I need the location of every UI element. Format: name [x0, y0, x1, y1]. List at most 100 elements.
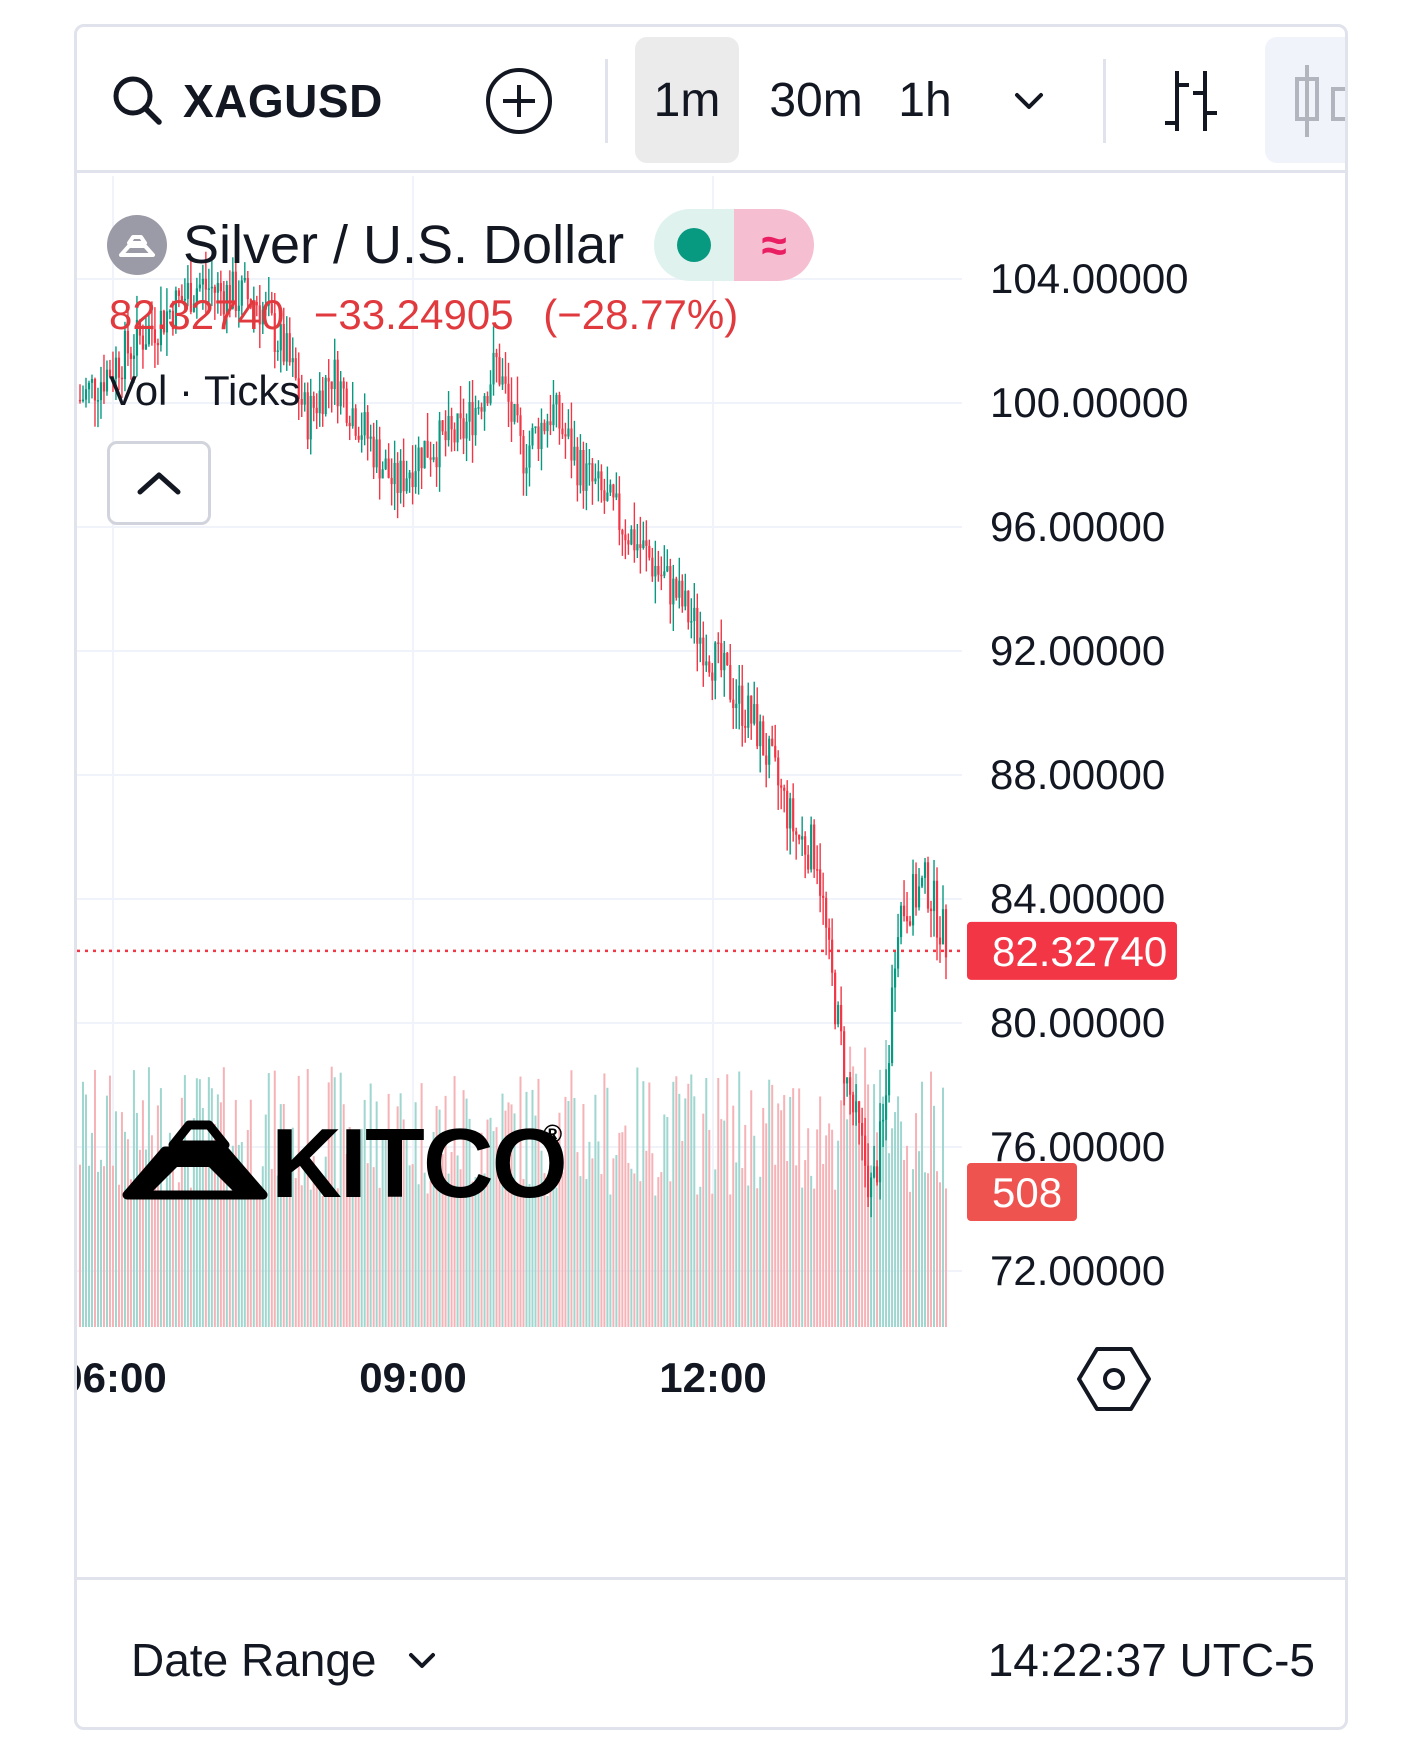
volume-bar	[456, 1155, 459, 1327]
candle-body	[159, 310, 163, 346]
candle-body	[105, 369, 109, 392]
volume-bar	[174, 1196, 177, 1327]
volume-bar	[723, 1120, 726, 1327]
candle-body	[654, 565, 657, 577]
volume-bar	[702, 1113, 705, 1327]
candle-body	[90, 378, 94, 383]
date-range-button[interactable]: Date Range	[131, 1620, 439, 1700]
price-axis-label: 104.00000	[990, 255, 1189, 302]
volume-bar	[264, 1114, 267, 1327]
bar-chart-icon[interactable]	[1153, 63, 1229, 139]
candle-body	[681, 580, 684, 607]
volume-bar	[210, 1088, 213, 1327]
volume-bar	[567, 1101, 570, 1327]
timeframe-30m[interactable]: 30m	[769, 73, 863, 127]
plus-circle-icon[interactable]	[481, 63, 557, 139]
candle-body	[714, 642, 717, 681]
candle-body	[567, 428, 570, 437]
candle-body	[207, 288, 210, 290]
candle-body	[843, 1031, 846, 1084]
volume-bar	[462, 1090, 465, 1327]
volume-tag: 508	[967, 1163, 1077, 1221]
candle-body	[129, 353, 133, 359]
candle-body	[911, 874, 915, 926]
price-chart[interactable]: 104.00000 100.00000 96.00000 92.00000 88.000…	[77, 176, 1348, 1574]
volume-bar	[813, 1188, 816, 1327]
volume-bar	[126, 1139, 129, 1327]
volume-bar	[306, 1068, 309, 1327]
candle-body	[282, 324, 285, 362]
candle-body	[852, 1094, 855, 1113]
volume-bar	[192, 1118, 195, 1327]
volume-bar	[291, 1127, 294, 1327]
volume-bar	[882, 1096, 885, 1327]
volume-bar	[393, 1166, 396, 1327]
chart-settings-icon[interactable]	[1077, 1347, 1151, 1411]
candle-body	[297, 378, 300, 399]
volume-bar	[717, 1077, 720, 1327]
volume-bar	[303, 1164, 306, 1327]
candle-body	[893, 968, 897, 988]
volume-bar	[603, 1073, 606, 1327]
candle-body	[108, 369, 112, 377]
candle-body	[153, 329, 157, 343]
volume-bar	[177, 1182, 180, 1327]
candle-body	[330, 381, 333, 390]
candle-body	[378, 439, 381, 479]
volume-bar	[279, 1104, 282, 1327]
volume-bar	[300, 1185, 303, 1327]
volume-bar	[927, 1173, 930, 1327]
market-status-pill[interactable]: ≈	[654, 209, 815, 281]
chart-type-button[interactable]	[1265, 37, 1345, 163]
volume-bar	[546, 1196, 549, 1327]
volume-bar	[780, 1110, 783, 1327]
chart-grid: 104.00000 100.00000 96.00000 92.00000 88.000…	[77, 176, 1189, 1327]
candle-body	[396, 462, 399, 493]
candle-body	[126, 330, 130, 354]
candle-body	[276, 350, 279, 352]
volume-bar	[183, 1075, 186, 1327]
symbol-search[interactable]: XAGUSD	[107, 63, 383, 139]
candle-body	[920, 877, 924, 887]
candle-body	[825, 897, 828, 928]
candle-body	[525, 467, 528, 474]
volume-bar	[375, 1101, 378, 1327]
volume-bar	[258, 1192, 261, 1327]
candle-body	[855, 1101, 858, 1113]
volume-bar	[918, 1151, 921, 1327]
volume-bar	[162, 1193, 165, 1327]
candle-body	[249, 299, 252, 308]
candle-body	[96, 400, 100, 402]
candle-body	[471, 401, 474, 436]
volume-bar	[96, 1171, 99, 1327]
candle-body	[420, 447, 423, 469]
chevron-down-icon[interactable]	[1009, 81, 1049, 121]
volume-bar	[495, 1127, 498, 1327]
volume-bar	[558, 1112, 561, 1327]
timeframe-1h[interactable]: 1h	[898, 73, 952, 127]
volume-bar	[726, 1074, 729, 1327]
candle-body	[120, 377, 124, 380]
candle-body	[741, 685, 744, 726]
volume-bar	[846, 1119, 849, 1327]
volume-bar	[753, 1135, 756, 1327]
volume-bar	[756, 1188, 759, 1327]
volume-bar	[396, 1106, 399, 1327]
volume-bar	[747, 1185, 750, 1327]
volume-bar	[90, 1132, 93, 1327]
candle-body	[261, 309, 264, 325]
volume-bar	[255, 1192, 258, 1327]
volume-bar	[276, 1175, 279, 1327]
volume-bar	[606, 1087, 609, 1327]
volume-bar	[216, 1094, 219, 1327]
volume-bar	[543, 1173, 546, 1327]
candle-body	[941, 909, 945, 945]
volume-bar	[474, 1177, 477, 1327]
volume-bar	[873, 1084, 876, 1327]
timeframe-1m[interactable]: 1m	[635, 37, 739, 163]
volume-bar	[219, 1102, 222, 1327]
candle-body	[537, 426, 540, 450]
collapse-legend-button[interactable]	[107, 441, 211, 525]
candle-body	[923, 862, 927, 878]
volume-bar	[840, 1100, 843, 1327]
